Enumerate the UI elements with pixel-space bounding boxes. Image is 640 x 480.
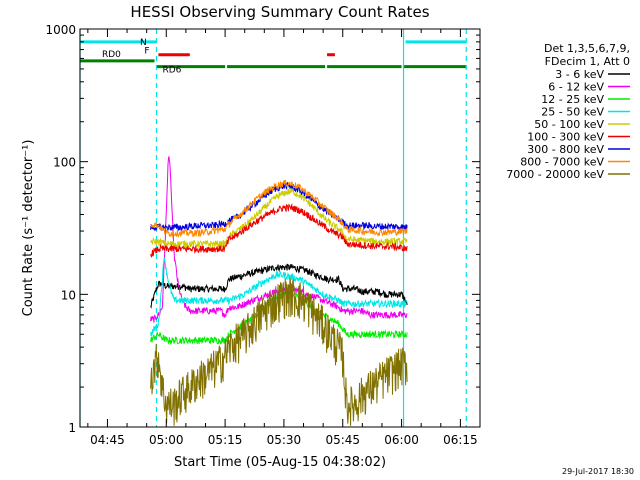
legend-label-50-100-kev: 50 - 100 keV bbox=[534, 118, 604, 131]
legend-label-12-25-kev: 12 - 25 keV bbox=[541, 93, 604, 106]
x-axis-ticks: 04:45 05:00 05:15 05:30 05:45 06:00 06:15 bbox=[87, 29, 481, 447]
legend-title-line-1: Det 1,3,5,6,7,9, bbox=[544, 42, 630, 55]
vertical-marker-lines bbox=[79, 29, 467, 427]
flag-label-rd6: RD6 bbox=[162, 66, 181, 76]
legend-title-line-2: FDecim 1, Att 0 bbox=[545, 55, 630, 68]
footer-date: 29-Jul-2017 18:30 bbox=[562, 467, 634, 476]
y-tick-label-100: 100 bbox=[53, 156, 76, 170]
legend-label-6-12-kev: 6 - 12 keV bbox=[548, 81, 604, 94]
flag-label-f: F bbox=[144, 47, 149, 57]
series-12-25-kev bbox=[150, 290, 408, 346]
x-tick-label-05-45: 05:45 bbox=[325, 433, 360, 447]
flag-label-n: N bbox=[140, 38, 147, 48]
legend-label-25-50-kev: 25 - 50 keV bbox=[541, 106, 604, 119]
x-tick-label-06-15: 06:15 bbox=[443, 433, 478, 447]
series-50-100-kev bbox=[150, 188, 408, 249]
y-axis-ticks: 1 10 100 1000 bbox=[45, 23, 480, 435]
legend-label-800-7000-kev: 800 - 7000 keV bbox=[520, 156, 604, 169]
x-tick-label-05-30: 05:30 bbox=[267, 433, 302, 447]
series-3-6-kev bbox=[150, 263, 408, 309]
legend-label-3-6-kev: 3 - 6 keV bbox=[555, 68, 604, 81]
x-axis-label: Start Time (05-Aug-15 04:38:02) bbox=[174, 455, 386, 470]
series-300-800-kev bbox=[150, 181, 408, 232]
y-tick-label-1: 1 bbox=[68, 421, 76, 435]
legend: Det 1,3,5,6,7,9, FDecim 1, Att 0 3 - 6 k… bbox=[506, 42, 630, 181]
data-series bbox=[150, 155, 408, 426]
plot-frame bbox=[79, 28, 481, 428]
series-25-50-kev bbox=[150, 256, 408, 337]
y-axis-label: Count Rate (s⁻¹ detector⁻¹) bbox=[21, 140, 36, 317]
series-100-300-kev bbox=[150, 202, 408, 258]
x-tick-label-05-15: 05:15 bbox=[208, 433, 243, 447]
y-tick-label-10: 10 bbox=[61, 288, 76, 302]
flag-label-rd0: RD0 bbox=[102, 50, 121, 60]
flag-bars: NF RD0 RD6 bbox=[80, 38, 467, 76]
series-800-7000-kev bbox=[150, 179, 408, 238]
legend-label-300-800-kev: 300 - 800 keV bbox=[527, 143, 604, 156]
x-tick-label-06-00: 06:00 bbox=[384, 433, 419, 447]
x-tick-label-04-45: 04:45 bbox=[90, 433, 125, 447]
series-6-12-kev bbox=[150, 155, 408, 323]
legend-label-100-300-kev: 100 - 300 keV bbox=[527, 131, 604, 144]
series-7000-20000-kev bbox=[150, 277, 408, 426]
chart-title: HESSI Observing Summary Count Rates bbox=[130, 3, 429, 21]
x-tick-label-05-00: 05:00 bbox=[149, 433, 184, 447]
legend-label-7000-20000-kev: 7000 - 20000 keV bbox=[506, 168, 604, 181]
y-tick-label-1000: 1000 bbox=[45, 23, 76, 37]
